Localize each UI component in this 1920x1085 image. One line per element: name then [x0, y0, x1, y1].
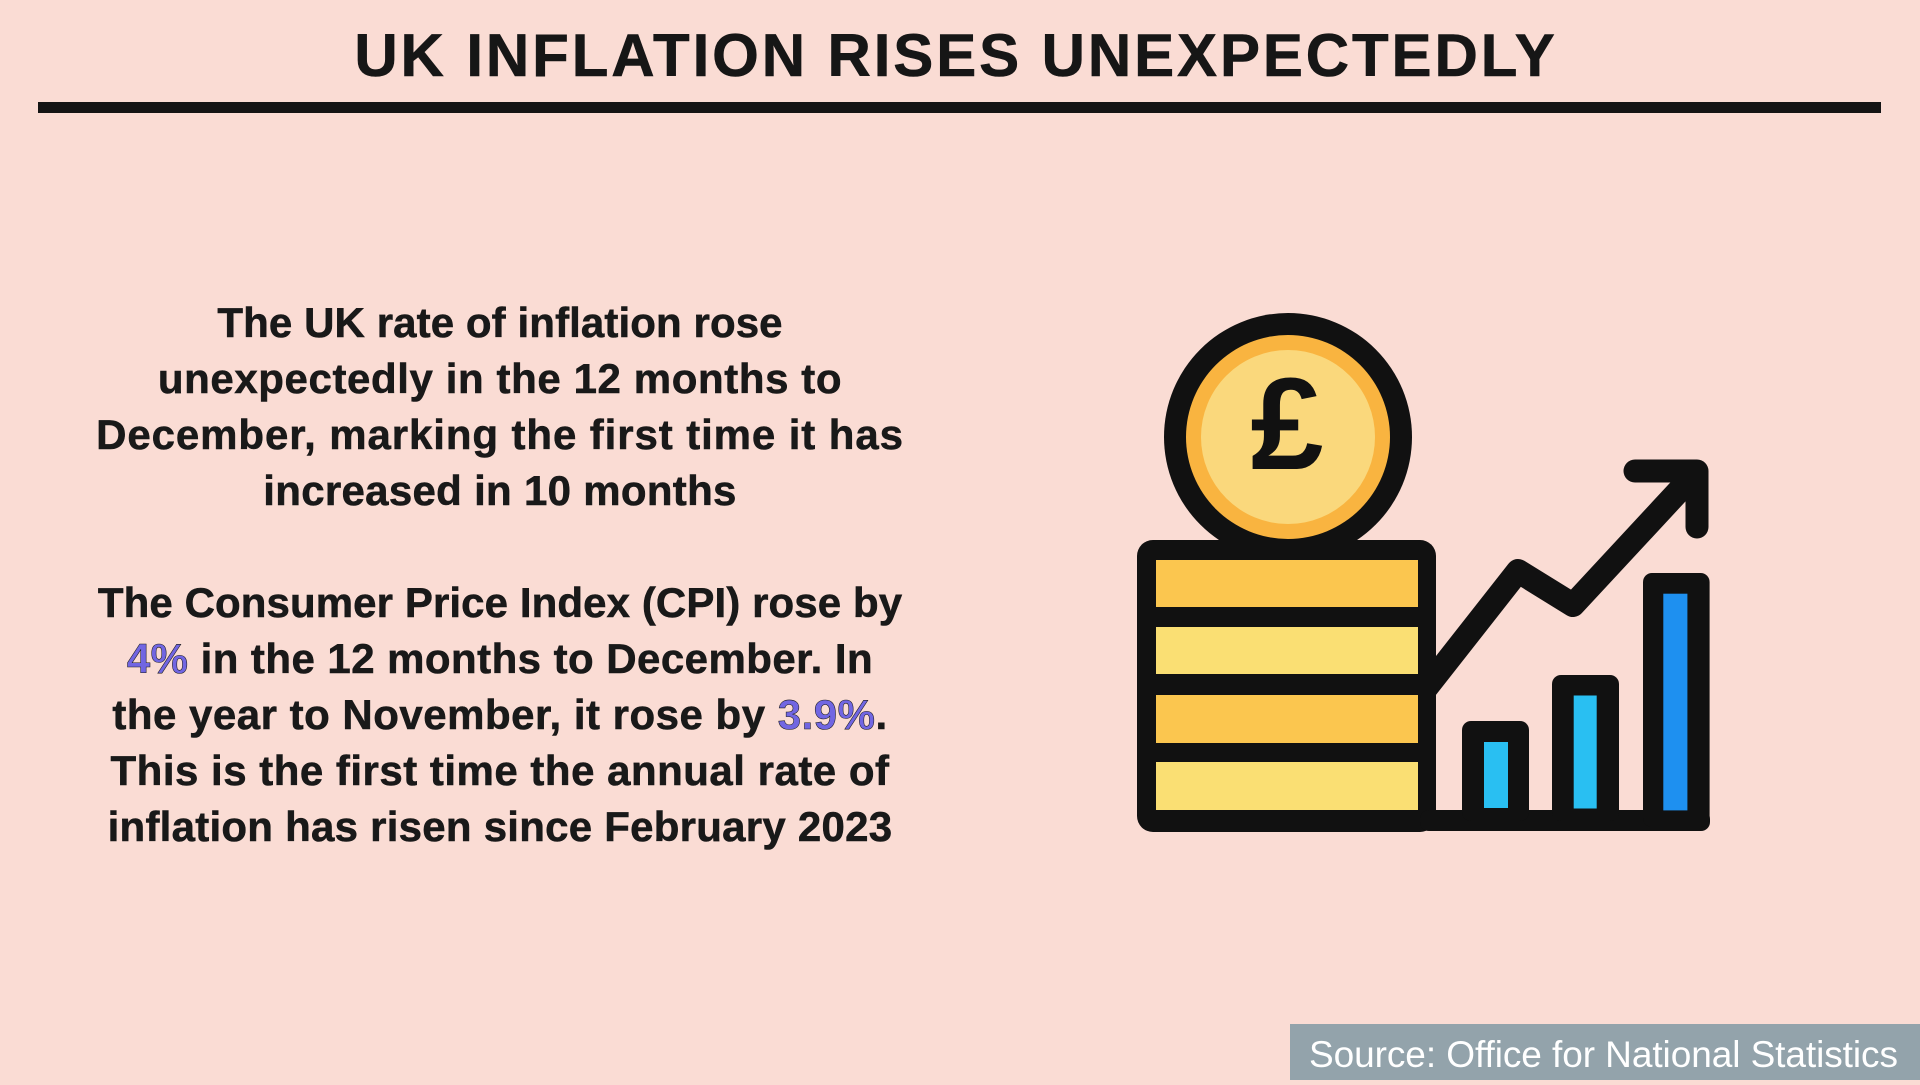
svg-text:£: £: [1251, 350, 1324, 497]
